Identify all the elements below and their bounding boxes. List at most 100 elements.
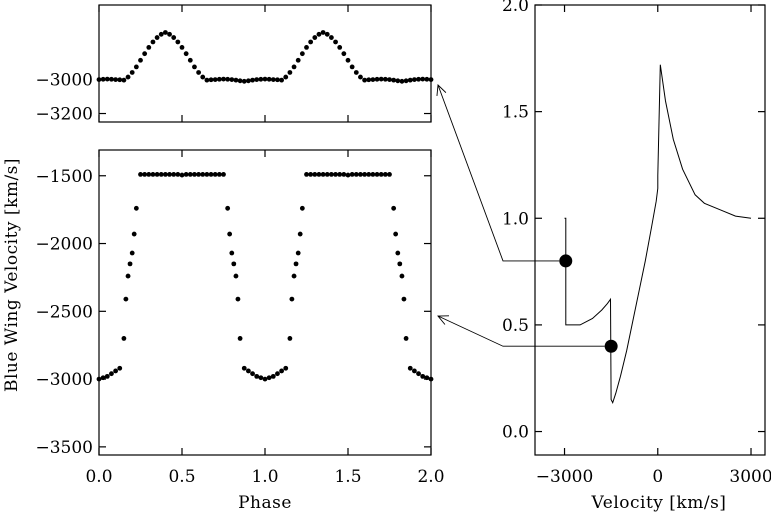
top-left-panel: −3000 −3200 xyxy=(35,4,434,125)
data-point xyxy=(320,30,326,35)
data-point xyxy=(150,39,156,45)
data-point xyxy=(366,172,372,177)
left-x-axis-title: Phase xyxy=(238,493,292,513)
data-point xyxy=(333,39,338,45)
data-point xyxy=(229,77,235,83)
data-point xyxy=(146,44,152,50)
data-point xyxy=(229,250,235,256)
data-point xyxy=(299,205,305,211)
data-point xyxy=(299,51,305,57)
bottom-left-panel: 0.0 0.5 1.0 1.5 2.0 −1500 −2000 −2500 −3000 −3500 xyxy=(35,149,445,487)
data-point xyxy=(167,31,172,37)
data-point xyxy=(420,76,426,82)
data-point xyxy=(233,273,239,279)
data-point xyxy=(416,371,421,377)
y-tick-label: 1.5 xyxy=(502,103,529,123)
data-point xyxy=(208,172,214,177)
data-point xyxy=(262,376,268,382)
plot-frame xyxy=(534,4,766,456)
data-point xyxy=(270,373,276,379)
y-tick-label: −3200 xyxy=(35,105,93,125)
data-point xyxy=(304,44,309,50)
data-point xyxy=(412,77,417,83)
data-point xyxy=(117,365,123,371)
data-point xyxy=(171,35,177,40)
data-point xyxy=(123,296,129,302)
data-point xyxy=(104,373,110,379)
data-point xyxy=(320,172,326,177)
data-point xyxy=(295,250,301,256)
data-point xyxy=(225,205,231,211)
data-point xyxy=(179,172,185,178)
data-point xyxy=(121,77,127,83)
data-point xyxy=(227,231,233,237)
data-point xyxy=(129,70,135,75)
data-point xyxy=(200,172,206,177)
data-point xyxy=(275,77,280,83)
data-point xyxy=(233,77,239,83)
data-point xyxy=(353,70,359,75)
data-point xyxy=(337,44,343,50)
data-point xyxy=(258,375,264,381)
data-point xyxy=(401,296,407,302)
data-point xyxy=(125,74,131,80)
velocity-marker xyxy=(604,339,618,353)
data-point xyxy=(125,273,131,279)
data-point xyxy=(337,172,343,177)
data-point xyxy=(158,172,164,177)
data-point xyxy=(163,30,168,35)
data-point xyxy=(287,336,293,341)
x-tick-label: 0.0 xyxy=(85,467,112,487)
data-point xyxy=(424,76,430,82)
data-point xyxy=(391,77,397,83)
data-point xyxy=(167,172,172,177)
data-point xyxy=(216,172,222,177)
arrows xyxy=(436,84,605,347)
data-point xyxy=(428,376,434,382)
data-point xyxy=(225,76,231,82)
series-line xyxy=(564,64,752,405)
data-point xyxy=(250,371,255,377)
data-point xyxy=(216,76,222,82)
data-point xyxy=(187,57,193,63)
data-point xyxy=(362,77,367,83)
data-point xyxy=(412,368,417,374)
data-point xyxy=(204,77,210,83)
data-point xyxy=(246,78,251,84)
data-point xyxy=(212,77,218,83)
data-point xyxy=(204,172,210,177)
data-point xyxy=(275,371,280,377)
data-point xyxy=(279,77,284,83)
data-point xyxy=(291,64,297,70)
y-tick-label: 1.0 xyxy=(502,209,529,229)
data-point xyxy=(212,172,218,177)
data-point xyxy=(187,172,193,177)
data-point xyxy=(329,35,334,40)
data-point xyxy=(270,77,276,83)
data-point xyxy=(192,172,197,177)
data-point xyxy=(295,57,301,63)
data-point xyxy=(133,64,139,70)
data-point xyxy=(237,78,243,84)
data-point xyxy=(241,78,247,84)
data-point xyxy=(349,64,355,70)
data-point xyxy=(200,74,206,80)
data-point xyxy=(349,172,355,177)
data-point xyxy=(113,77,118,83)
data-point xyxy=(131,231,137,237)
data-point xyxy=(96,376,102,382)
data-point xyxy=(407,365,413,371)
data-point xyxy=(208,77,214,83)
data-point xyxy=(362,172,367,177)
data-point xyxy=(121,336,127,341)
data-point xyxy=(183,172,189,177)
data-point xyxy=(312,172,318,177)
x-tick-label: 1.0 xyxy=(251,467,278,487)
data-point xyxy=(250,77,255,83)
data-point xyxy=(378,76,384,82)
y-tick-label: 0.5 xyxy=(502,316,529,336)
data-point xyxy=(129,250,135,256)
data-point xyxy=(316,172,322,177)
y-tick-label: −2000 xyxy=(35,235,93,255)
data-point xyxy=(179,44,185,50)
